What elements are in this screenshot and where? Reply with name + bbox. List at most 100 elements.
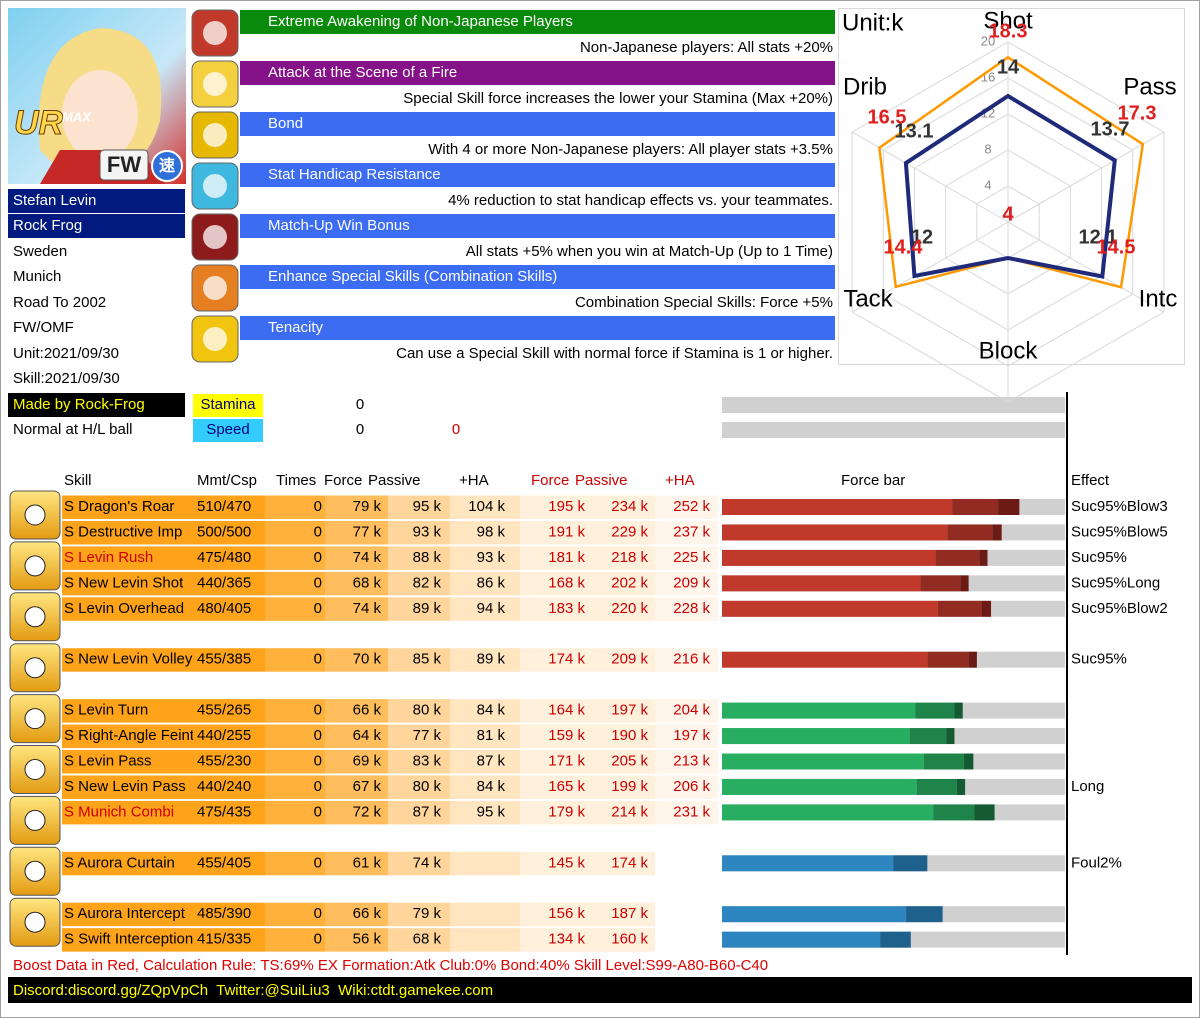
- skill-force: 79 k: [353, 498, 382, 515]
- skill-name: S New Levin Pass: [64, 778, 186, 795]
- radar-spoke: [851, 131, 1009, 223]
- skill-force: 56 k: [353, 931, 382, 948]
- skill-ha: 98 k: [477, 523, 506, 540]
- skill-boost-passive: 229 k: [611, 523, 648, 540]
- portrait-speed: 速: [159, 157, 175, 175]
- table-header: Force: [531, 472, 569, 489]
- skill-boost-passive: 160 k: [611, 931, 648, 948]
- table-header: Skill: [64, 472, 92, 489]
- skill-name: S Right-Angle Feint: [64, 727, 195, 744]
- table-cell-bg: [450, 648, 520, 672]
- table-cell-bg: [62, 724, 195, 749]
- table-cell-bg: [520, 902, 590, 927]
- passive-description: Combination Special Skills: Force +5%: [575, 294, 833, 311]
- skill-icon-ball: [24, 809, 46, 831]
- passive-icon-mark: [203, 174, 227, 198]
- force-bar-segment: [722, 906, 907, 923]
- skill-passive: 88 k: [413, 549, 442, 566]
- skill-force: 66 k: [353, 702, 382, 719]
- skill-passive: 93 k: [413, 523, 442, 540]
- table-cell-bg: [265, 699, 325, 723]
- radar-axis-label: Block: [979, 337, 1039, 364]
- skill-times: 0: [314, 651, 322, 668]
- skill-effect: Suc95%: [1071, 549, 1127, 566]
- skill-mmt: 475/480: [197, 549, 251, 566]
- skill-times: 0: [314, 905, 322, 922]
- table-cell-bg: [450, 724, 520, 749]
- table-cell-bg: [450, 928, 520, 952]
- force-bar-segment: [722, 728, 910, 745]
- table-cell-bg: [195, 699, 265, 723]
- skill-icon-ball: [24, 555, 46, 577]
- skill-boost-force: 171 k: [548, 752, 585, 769]
- skill-passive: 79 k: [413, 905, 442, 922]
- table-cell-bg: [62, 597, 195, 621]
- skill-name: S Levin Pass: [64, 752, 152, 769]
- table-cell-bg: [520, 699, 590, 723]
- skill-times: 0: [314, 803, 322, 820]
- portrait-face: [62, 70, 138, 160]
- profile-name: Stefan Levin: [13, 192, 96, 209]
- table-cell-bg: [265, 571, 325, 596]
- table-header: Force: [324, 472, 362, 489]
- table-cell-bg: [655, 571, 718, 596]
- force-bar-segment: [909, 728, 947, 745]
- table-cell-bg: [265, 800, 325, 825]
- skill-passive: 85 k: [413, 651, 442, 668]
- table-cell-bg: [62, 699, 195, 723]
- table-cell-bg: [450, 902, 520, 927]
- skill-force: 74 k: [353, 549, 382, 566]
- table-cell-bg: [62, 928, 195, 952]
- radar-base-label: 13.1: [895, 120, 934, 142]
- passive-title: Attack at the Scene of a Fire: [268, 64, 457, 81]
- passive-icon-mark: [203, 276, 227, 300]
- skill-mmt: 500/500: [197, 523, 251, 540]
- skill-mmt: 440/365: [197, 574, 251, 591]
- table-cell-bg: [520, 648, 590, 672]
- skill-times: 0: [314, 574, 322, 591]
- force-bar-segment: [722, 804, 934, 821]
- table-cell-bg: [325, 571, 388, 596]
- table-header: Mmt/Csp: [197, 472, 257, 489]
- table-cell-bg: [325, 902, 388, 927]
- skill-boost-ha: 216 k: [673, 651, 710, 668]
- table-cell-bg: [520, 775, 590, 799]
- table-cell-bg: [195, 546, 265, 570]
- table-cell-bg: [325, 597, 388, 621]
- skill-ha: 84 k: [477, 702, 506, 719]
- skill-boost-ha: 206 k: [673, 778, 710, 795]
- table-cell-bg: [590, 648, 655, 672]
- stat-label: Stamina: [200, 396, 256, 413]
- skill-ha: 84 k: [477, 778, 506, 795]
- radar-spoke: [1007, 131, 1165, 223]
- stat-label-bg: [193, 394, 263, 417]
- table-cell-bg: [450, 699, 520, 723]
- skill-force: 68 k: [353, 574, 382, 591]
- table-cell-bg: [62, 546, 195, 570]
- force-bar-segment: [981, 600, 992, 617]
- stat-value: 0: [356, 421, 364, 438]
- skill-mmt: 455/265: [197, 702, 251, 719]
- table-cell-bg: [325, 750, 388, 774]
- table-cell-bg: [325, 520, 388, 545]
- passive-title: Enhance Special Skills (Combination Skil…: [268, 268, 557, 285]
- skill-name: S Aurora Curtain: [64, 854, 175, 871]
- table-cell-bg: [388, 699, 450, 723]
- table-cell-bg: [655, 495, 718, 519]
- table-cell-bg: [590, 750, 655, 774]
- profile-bg: [8, 393, 185, 417]
- skill-effect: Suc95%Blow5: [1071, 523, 1168, 540]
- force-bar-segment: [722, 855, 894, 872]
- skill-effect: Suc95%: [1071, 651, 1127, 668]
- radar-axis-label: Intc: [1139, 285, 1178, 312]
- force-bar-segment: [722, 651, 928, 668]
- radar-unit: Unit:k: [842, 9, 904, 36]
- profile-bg: [8, 189, 185, 213]
- passive-title: Match-Up Win Bonus: [268, 217, 410, 234]
- skill-ha: 93 k: [477, 549, 506, 566]
- table-cell-bg: [520, 750, 590, 774]
- table-cell-bg: [195, 597, 265, 621]
- skill-passive: 89 k: [413, 600, 442, 617]
- profile-position: FW/OMF: [13, 319, 74, 336]
- table-cell-bg: [655, 724, 718, 749]
